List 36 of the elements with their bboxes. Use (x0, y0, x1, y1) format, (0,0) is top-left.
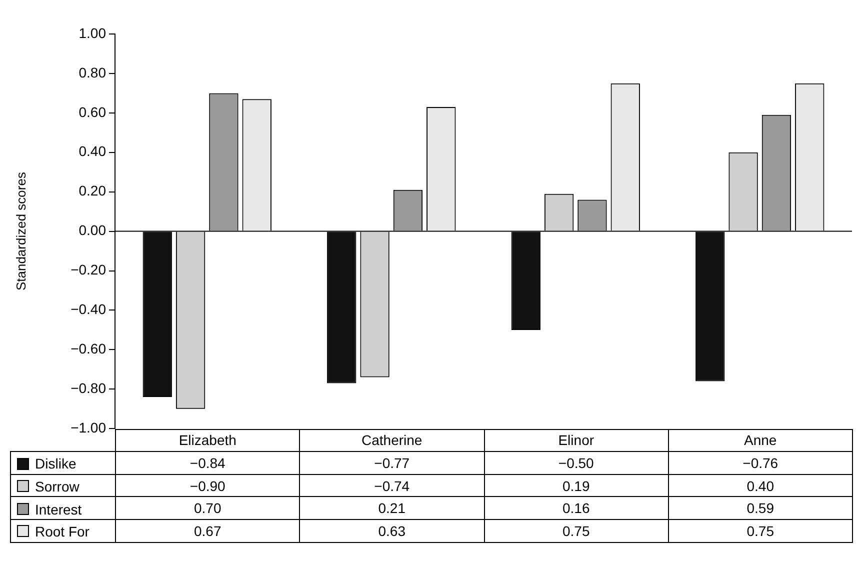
data-label: 0.16 (484, 496, 668, 520)
data-label: 0.63 (300, 519, 484, 542)
y-tick-label: −0.40 (70, 301, 106, 318)
legend-label: Dislike (35, 456, 76, 472)
y-tick-label: −1.00 (70, 419, 106, 436)
y-tick-label: −0.20 (70, 262, 106, 278)
y-tick-label: 0.40 (78, 143, 106, 160)
x-tick-label: Elizabeth (116, 429, 300, 452)
y-tick-label: 0.80 (78, 64, 106, 80)
legend-label: Sorrow (35, 478, 80, 494)
data-label: 0.67 (116, 519, 300, 542)
data-label: 0.19 (484, 474, 668, 497)
data-label: −0.90 (116, 474, 300, 497)
data-label: 0.40 (668, 474, 852, 497)
data-label: 0.70 (116, 496, 300, 520)
data-label: 0.21 (300, 496, 484, 520)
data-label: −0.77 (300, 452, 484, 474)
y-tick-label: 1.00 (78, 24, 106, 41)
y-tick-label: −0.60 (70, 340, 106, 357)
y-tick-label: −0.80 (70, 380, 106, 396)
y-tick-label: 0.60 (78, 104, 106, 120)
data-label: −0.74 (300, 474, 484, 497)
data-label: −0.50 (484, 452, 668, 474)
data-label: 0.75 (668, 519, 852, 542)
data-label: −0.84 (116, 452, 300, 474)
x-tick-label: Elinor (484, 429, 668, 452)
y-axis-title: Standardized scores (13, 172, 28, 291)
data-label: 0.75 (484, 519, 668, 542)
y-tick-label: 0.00 (78, 222, 106, 238)
y-tick-label: 0.20 (78, 182, 106, 199)
data-label: −0.76 (668, 452, 852, 474)
legend-label: Root For (35, 523, 90, 540)
x-tick-label: Catherine (300, 429, 484, 452)
legend-label: Interest (35, 500, 82, 517)
x-tick-label: Anne (668, 429, 852, 452)
data-label: 0.59 (668, 496, 852, 520)
